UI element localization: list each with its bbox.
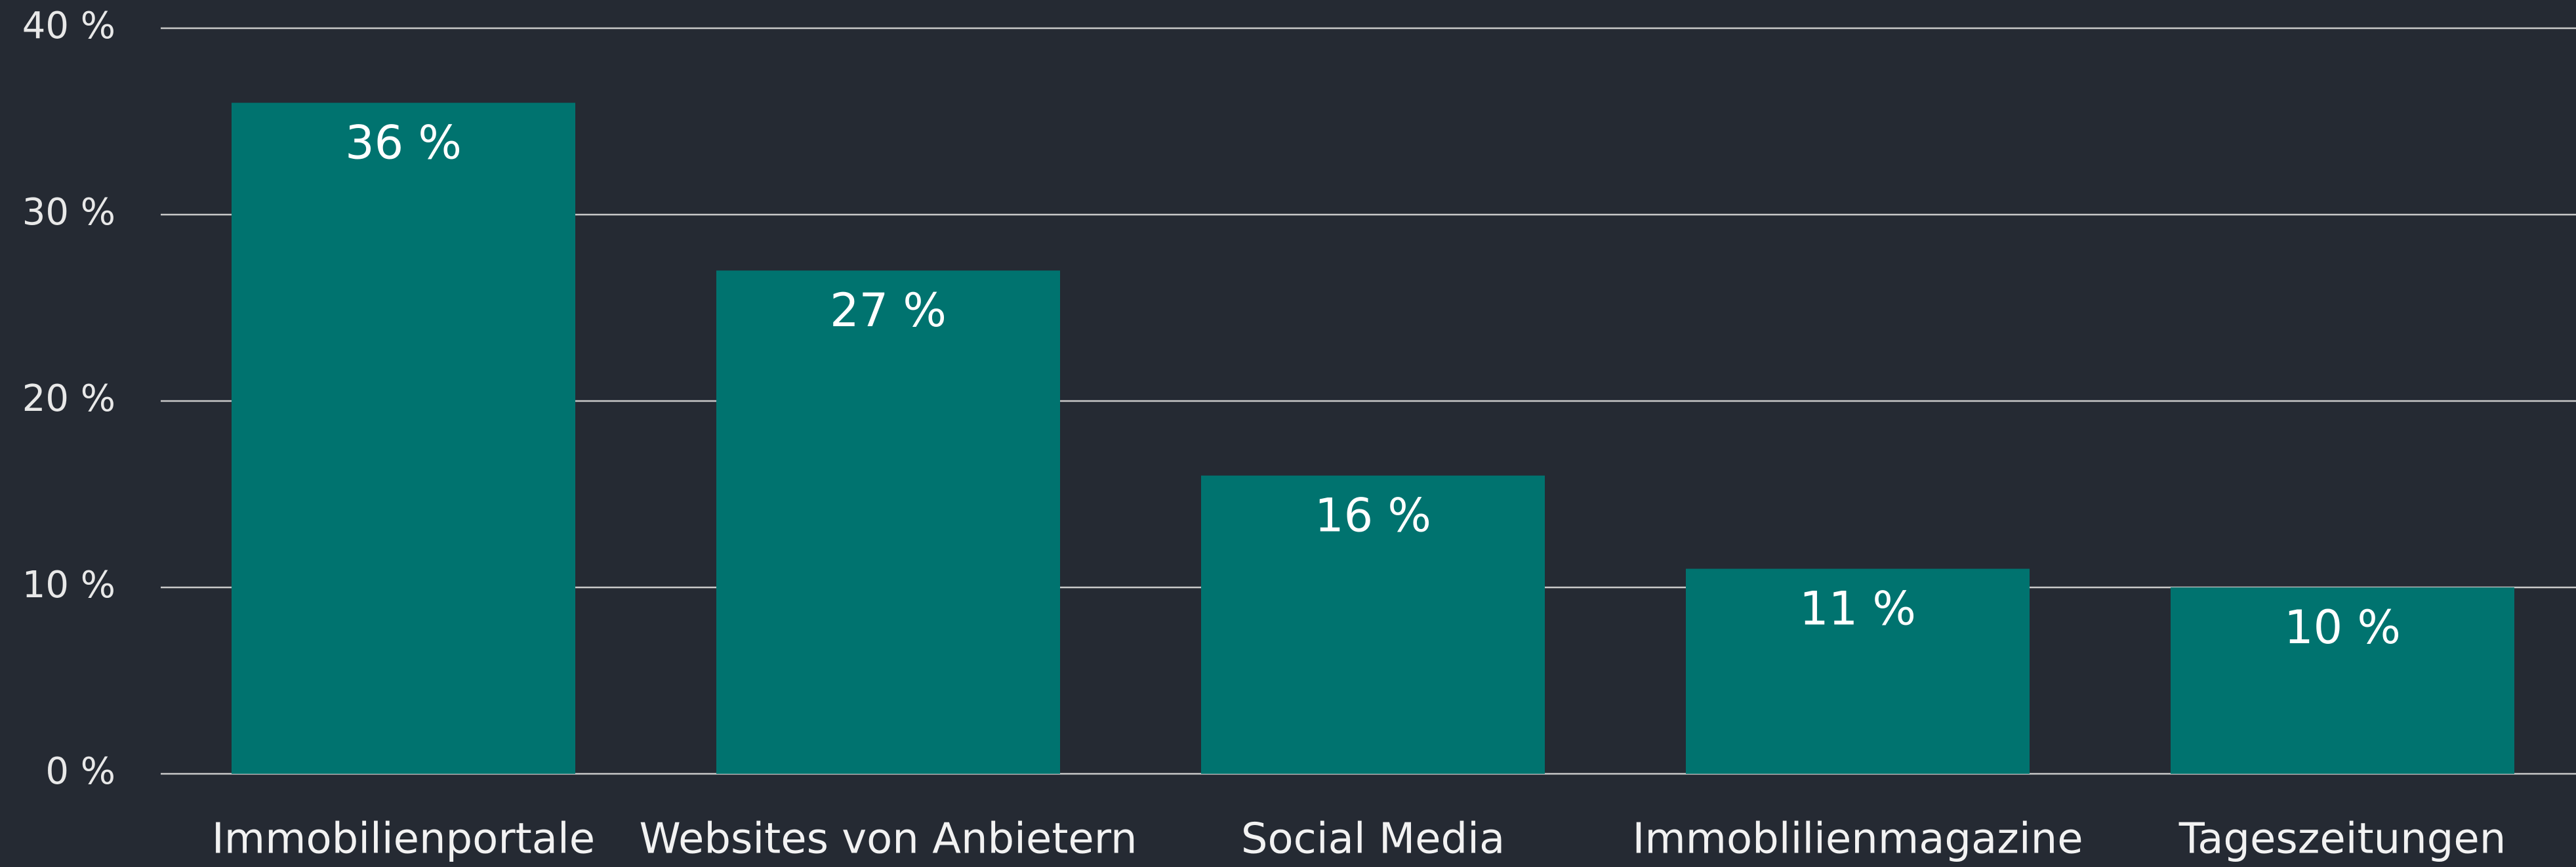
bar	[716, 270, 1060, 774]
value-label: 16 %	[1315, 489, 1431, 543]
value-label: 36 %	[345, 116, 462, 170]
x-tick-label: Immoblilienmagazine	[1632, 815, 2083, 864]
x-tick-label: Social Media	[1241, 815, 1505, 864]
x-tick-label: Immobilienportale	[212, 815, 595, 864]
bar	[232, 102, 575, 774]
bar	[1201, 475, 1545, 774]
y-tick-label: 20 %	[22, 377, 115, 420]
value-label: 27 %	[830, 284, 947, 337]
bar	[1686, 568, 2030, 774]
bar	[2171, 587, 2514, 774]
x-tick-label: Websites von Anbietern	[639, 815, 1137, 864]
y-tick-label: 30 %	[22, 191, 115, 234]
y-tick-label: 0 %	[45, 750, 115, 793]
x-tick-label: Tageszeitungen	[2178, 815, 2506, 864]
y-tick-label: 40 %	[22, 5, 115, 47]
value-label: 11 %	[1799, 582, 1916, 636]
value-label: 10 %	[2284, 601, 2401, 654]
y-tick-label: 10 %	[22, 564, 115, 606]
